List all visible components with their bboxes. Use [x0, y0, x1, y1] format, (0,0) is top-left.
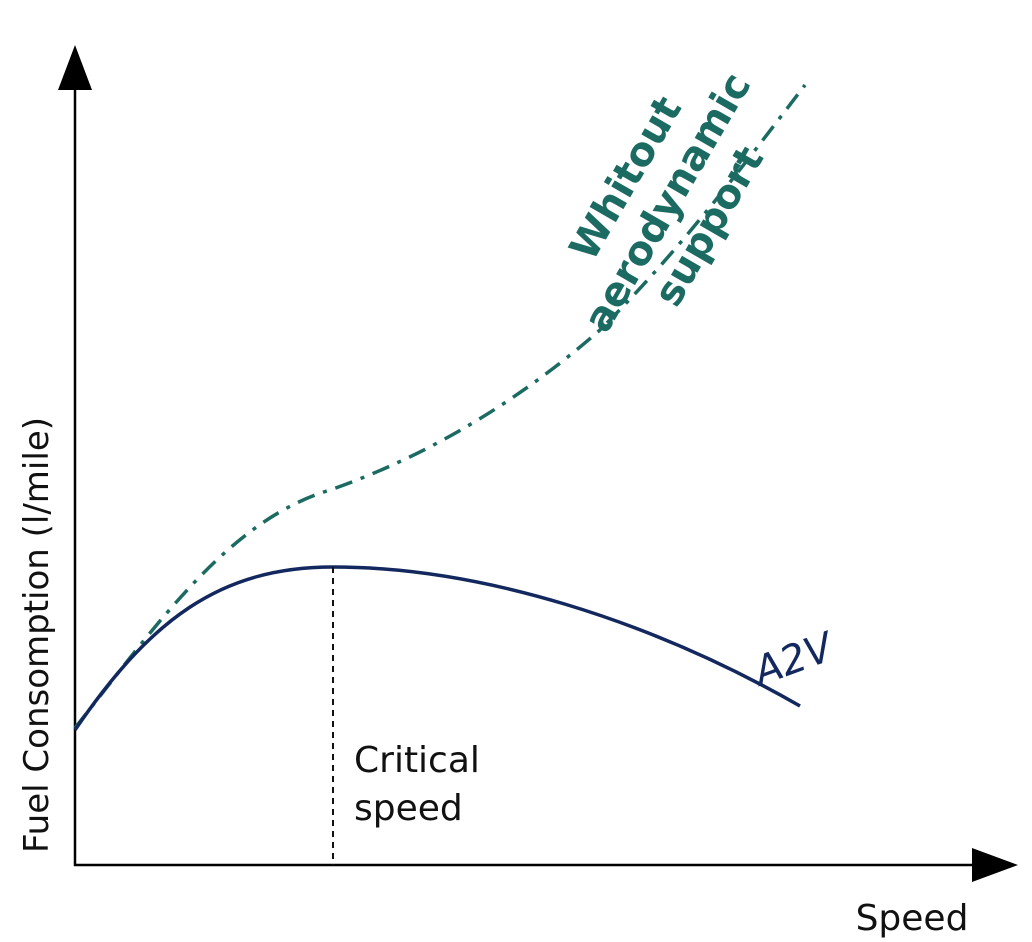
without-support-label: Whitout aerodynamic support [561, 65, 773, 340]
marker-label: Critical [354, 740, 480, 781]
x-axis-label: Speed [856, 898, 969, 939]
a2v-label: A2V [745, 624, 841, 697]
y-axis-label: Fuel Consomption (l/mile) [17, 417, 57, 853]
y-axis-arrow [58, 45, 92, 90]
x-axis-arrow [972, 848, 1018, 882]
a2v-curve [73, 565, 801, 731]
marker-label: speed [354, 788, 463, 829]
without-support-curve [73, 83, 807, 730]
